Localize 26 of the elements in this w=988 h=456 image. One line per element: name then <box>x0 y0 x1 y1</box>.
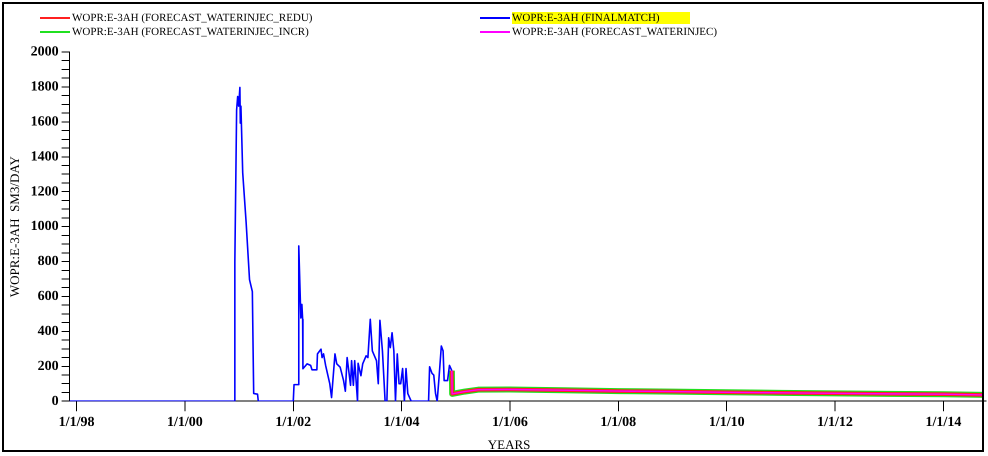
y-tick-label: 400 <box>38 324 59 339</box>
x-tick-label: 1/1/04 <box>384 415 420 430</box>
y-tick-label: 2000 <box>30 44 59 60</box>
x-tick-label: 1/1/98 <box>58 415 94 430</box>
y-tick-label: 1400 <box>30 149 59 164</box>
y-tick-label: 1600 <box>30 114 59 130</box>
x-tick-label: 1/1/10 <box>708 415 745 430</box>
y-tick-label: 200 <box>38 358 59 374</box>
legend-label: WOPR:E-3AH (FORECAST_WATERINJEC_REDU) <box>72 12 312 24</box>
legend-label: WOPR:E-3AH (FORECAST_WATERINJEC) <box>512 26 718 38</box>
y-tick-label: 1000 <box>30 219 59 234</box>
y-tick-label: 800 <box>38 254 59 270</box>
y-tick-label: 1200 <box>30 184 59 200</box>
x-tick-label: 1/1/14 <box>926 415 962 430</box>
y-tick-label: 600 <box>38 289 59 304</box>
legend-label: WOPR:E-3AH (FINALMATCH) <box>512 12 690 24</box>
x-tick-label: 1/1/06 <box>492 415 528 430</box>
x-tick-label: 1/1/00 <box>166 415 203 430</box>
x-tick-label: 1/1/08 <box>600 415 636 430</box>
x-tick-label: 1/1/02 <box>275 415 312 430</box>
y-axis-title: WOPR:E-3AH SM3/DAY <box>7 155 22 298</box>
x-axis-title: YEARS <box>488 437 530 453</box>
x-tick-label: 1/1/12 <box>817 415 853 430</box>
legend-label: WOPR:E-3AH (FORECAST_WATERINJEC_INCR) <box>72 26 309 38</box>
y-tick-label: 1800 <box>30 80 59 95</box>
y-tick-label: 0 <box>52 394 59 409</box>
